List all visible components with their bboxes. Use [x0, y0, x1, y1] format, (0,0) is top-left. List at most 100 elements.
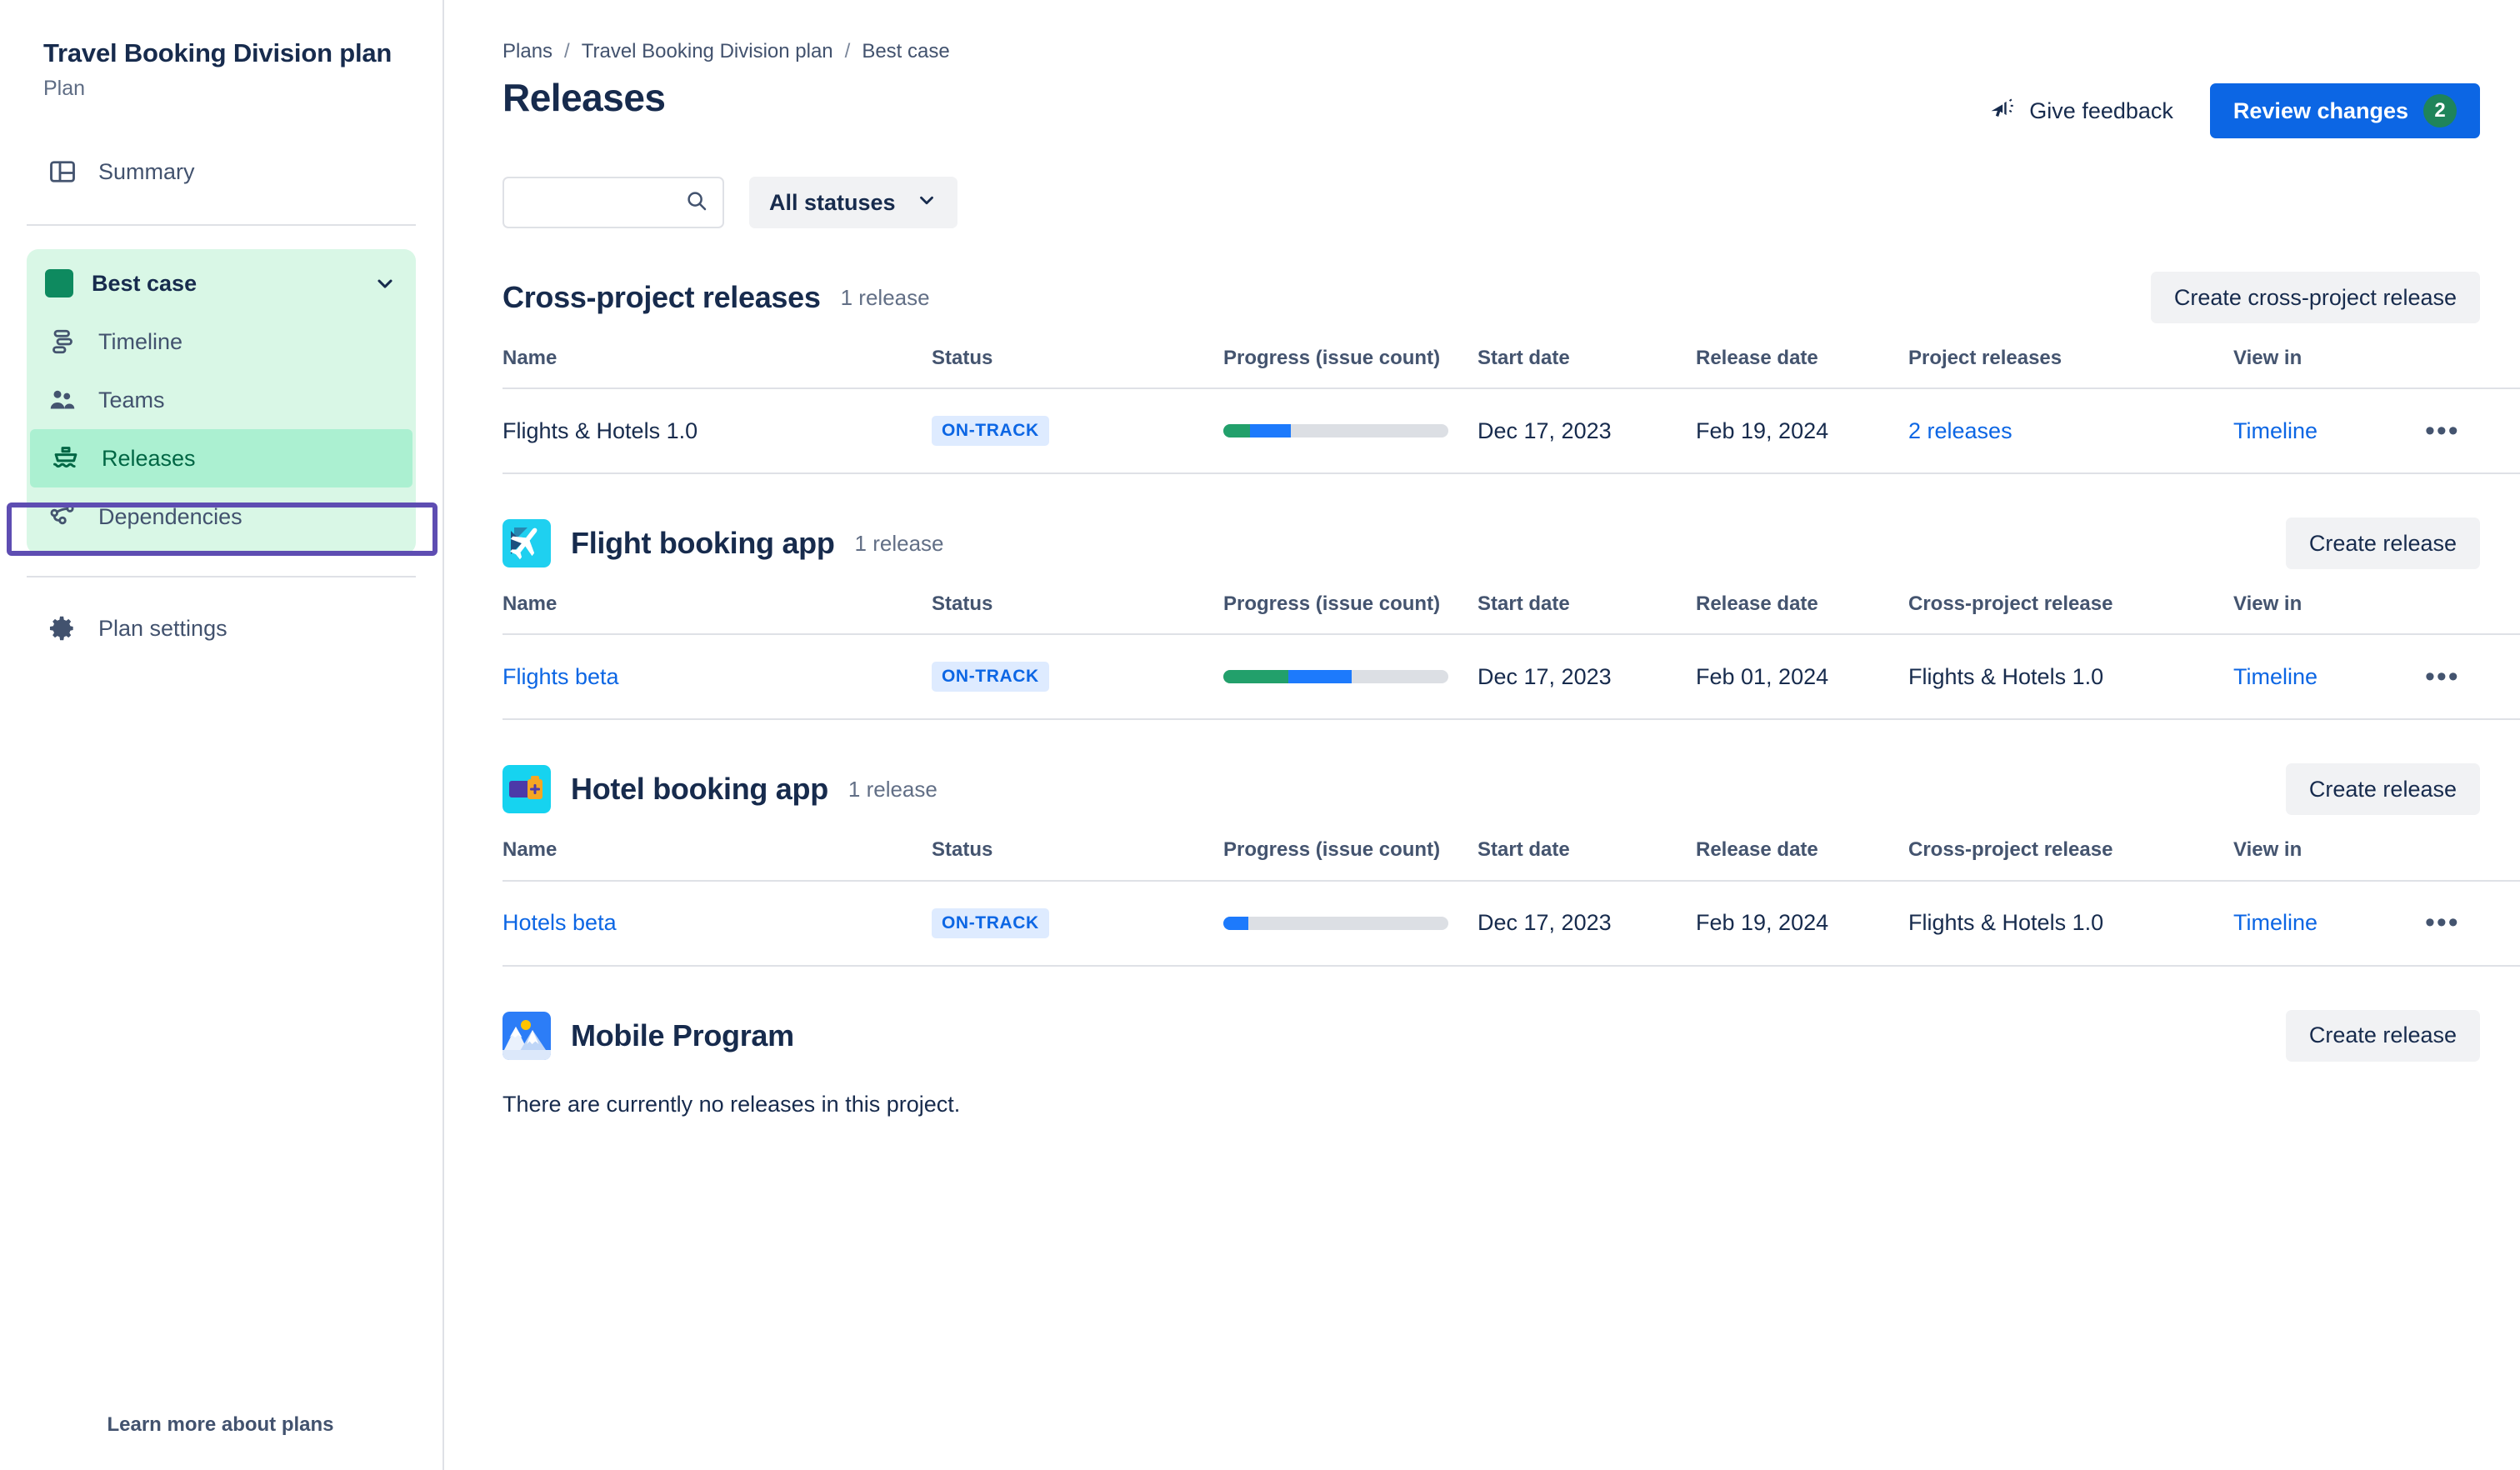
plan-title: Travel Booking Division plan: [43, 38, 392, 68]
column-header: View in: [2233, 838, 2302, 862]
search-input[interactable]: [518, 190, 684, 215]
release-name-link[interactable]: Flights beta: [502, 663, 619, 689]
release-name-text: Flights & Hotels 1.0: [502, 418, 698, 443]
sidebar-item-dependencies-label: Dependencies: [98, 503, 242, 529]
cell-name: Hotels beta: [502, 879, 932, 967]
gear-icon: [45, 611, 80, 646]
sidebar-item-teams-label: Teams: [98, 387, 165, 412]
table-row: Flights beta ON-TRACK Dec 17, 2023 Feb 01, …: [502, 633, 2520, 721]
view-in-timeline-link[interactable]: Timeline: [2233, 663, 2318, 689]
column-header: Cross-project release: [1908, 592, 2113, 616]
scenario-header[interactable]: Best case: [27, 254, 416, 312]
more-actions-button[interactable]: •••: [2425, 660, 2460, 692]
sidebar-item-timeline[interactable]: Timeline: [27, 312, 416, 371]
releases-table: Name Status Progress (issue count) Start da…: [502, 837, 2520, 967]
more-actions-button[interactable]: •••: [2425, 907, 2460, 939]
section-header: Mobile Program Create release: [502, 1009, 2480, 1062]
learn-more-link[interactable]: Learn more about plans: [107, 1413, 334, 1436]
create-release-button-flight-booking-app[interactable]: Create release: [2285, 518, 2480, 570]
progress-bar: [1223, 424, 1448, 438]
chevron-down-icon: [916, 189, 938, 217]
section-flight-booking-app: Flight booking app 1 release Create releas…: [502, 518, 2520, 721]
page-header-row: Releases Give feedback Review changes 2: [502, 75, 2480, 138]
table-row: Flights & Hotels 1.0 ON-TRACK Dec 17, 2023…: [502, 388, 2520, 475]
column-header: Release date: [1696, 838, 1818, 862]
main-content: Plans / Travel Booking Division plan / B…: [444, 0, 2520, 1470]
cell-name: Flights & Hotels 1.0: [502, 388, 932, 475]
view-in-timeline-link[interactable]: Timeline: [2233, 910, 2318, 936]
create-release-button-hotel-booking-app[interactable]: Create release: [2285, 763, 2480, 816]
cell-status: ON-TRACK: [932, 633, 1223, 721]
releases-icon: [48, 441, 83, 476]
cell-start-date: Dec 17, 2023: [1478, 633, 1696, 721]
column-header: Start date: [1478, 347, 1570, 369]
progress-segment-inprogress: [1288, 670, 1352, 684]
dependencies-icon: [45, 499, 80, 534]
progress-bar: [1223, 916, 1448, 930]
release-name-link[interactable]: Hotels beta: [502, 910, 617, 936]
cell-status: ON-TRACK: [932, 388, 1223, 475]
sidebar-item-plan-settings-label: Plan settings: [98, 615, 228, 641]
cell-name: Flights beta: [502, 633, 932, 721]
sidebar-item-summary[interactable]: Summary: [27, 144, 416, 199]
column-header: Status: [932, 838, 993, 862]
table-header-row: Name Status Progress (issue count) Start da…: [502, 837, 2520, 880]
breadcrumb-plan-name[interactable]: Travel Booking Division plan: [581, 40, 833, 62]
status-filter-dropdown[interactable]: All statuses: [749, 177, 958, 228]
section-title: Hotel booking app: [571, 772, 828, 807]
give-feedback-button[interactable]: Give feedback: [1988, 94, 2173, 128]
column-header: Cross-project release: [1908, 838, 2113, 862]
column-header: Progress (issue count): [1223, 838, 1441, 862]
page-title: Releases: [502, 76, 666, 119]
sidebar: Travel Booking Division plan Plan Summar…: [0, 0, 444, 1470]
review-changes-button[interactable]: Review changes 2: [2209, 83, 2480, 138]
chevron-down-icon[interactable]: [372, 271, 398, 296]
summary-icon: [45, 154, 80, 189]
filter-bar: All statuses: [502, 177, 2480, 228]
review-changes-label: Review changes: [2232, 98, 2408, 123]
sidebar-item-releases[interactable]: Releases: [30, 429, 412, 488]
header-actions: Give feedback Review changes 2: [1988, 75, 2480, 138]
breadcrumb-plans[interactable]: Plans: [502, 40, 553, 62]
breadcrumb-scenario[interactable]: Best case: [862, 40, 950, 62]
more-actions-button[interactable]: •••: [2425, 414, 2460, 447]
breadcrumb-separator: /: [564, 40, 570, 62]
cell-linked-release: 2 releases: [1908, 388, 2233, 475]
column-header-actions: [2425, 591, 2520, 634]
cross-project-release-text: Flights & Hotels 1.0: [1908, 910, 2104, 936]
give-feedback-label: Give feedback: [2029, 98, 2173, 123]
sidebar-item-teams[interactable]: Teams: [27, 371, 416, 429]
section-release-count: 1 release: [840, 284, 930, 310]
search-field[interactable]: [502, 177, 724, 228]
section-header: Flight booking app 1 release Create releas…: [502, 518, 2480, 570]
cell-actions: •••: [2425, 633, 2520, 721]
section-cross-project: Cross-project releases 1 release Create cr…: [502, 272, 2520, 475]
cell-release-date: Feb 19, 2024: [1696, 388, 1908, 475]
review-changes-count-badge: 2: [2423, 94, 2457, 128]
cell-progress: [1223, 879, 1478, 967]
sidebar-item-summary-label: Summary: [98, 158, 195, 184]
column-header: Status: [932, 347, 993, 369]
breadcrumb-separator: /: [844, 40, 851, 62]
create-release-button-mobile-program[interactable]: Create release: [2285, 1009, 2480, 1062]
cell-progress: [1223, 633, 1478, 721]
cell-start-date: Dec 17, 2023: [1478, 388, 1696, 475]
cell-release-date: Feb 01, 2024: [1696, 633, 1908, 721]
releases-table: Name Status Progress (issue count) Start da…: [502, 591, 2520, 721]
project-releases-link[interactable]: 2 releases: [1908, 418, 2012, 443]
status-badge: ON-TRACK: [932, 662, 1049, 692]
section-release-count: 1 release: [848, 776, 938, 802]
sidebar-item-plan-settings[interactable]: Plan settings: [27, 601, 416, 656]
progress-segment-inprogress: [1250, 424, 1291, 438]
empty-state-message: There are currently no releases in this …: [502, 1091, 961, 1117]
scenario-group: Best case Timeline: [27, 249, 416, 554]
scenario-name: Best case: [92, 270, 198, 296]
create-release-button-cross-project[interactable]: Create cross-project release: [2150, 272, 2480, 323]
sidebar-item-dependencies[interactable]: Dependencies: [27, 488, 416, 546]
section-hotel-booking-app: Hotel booking app 1 release Create release…: [502, 763, 2520, 967]
view-in-timeline-link[interactable]: Timeline: [2233, 418, 2318, 443]
column-header: View in: [2233, 592, 2302, 616]
breadcrumb: Plans / Travel Booking Division plan / B…: [502, 40, 2480, 63]
section-header: Cross-project releases 1 release Create cr…: [502, 272, 2480, 323]
